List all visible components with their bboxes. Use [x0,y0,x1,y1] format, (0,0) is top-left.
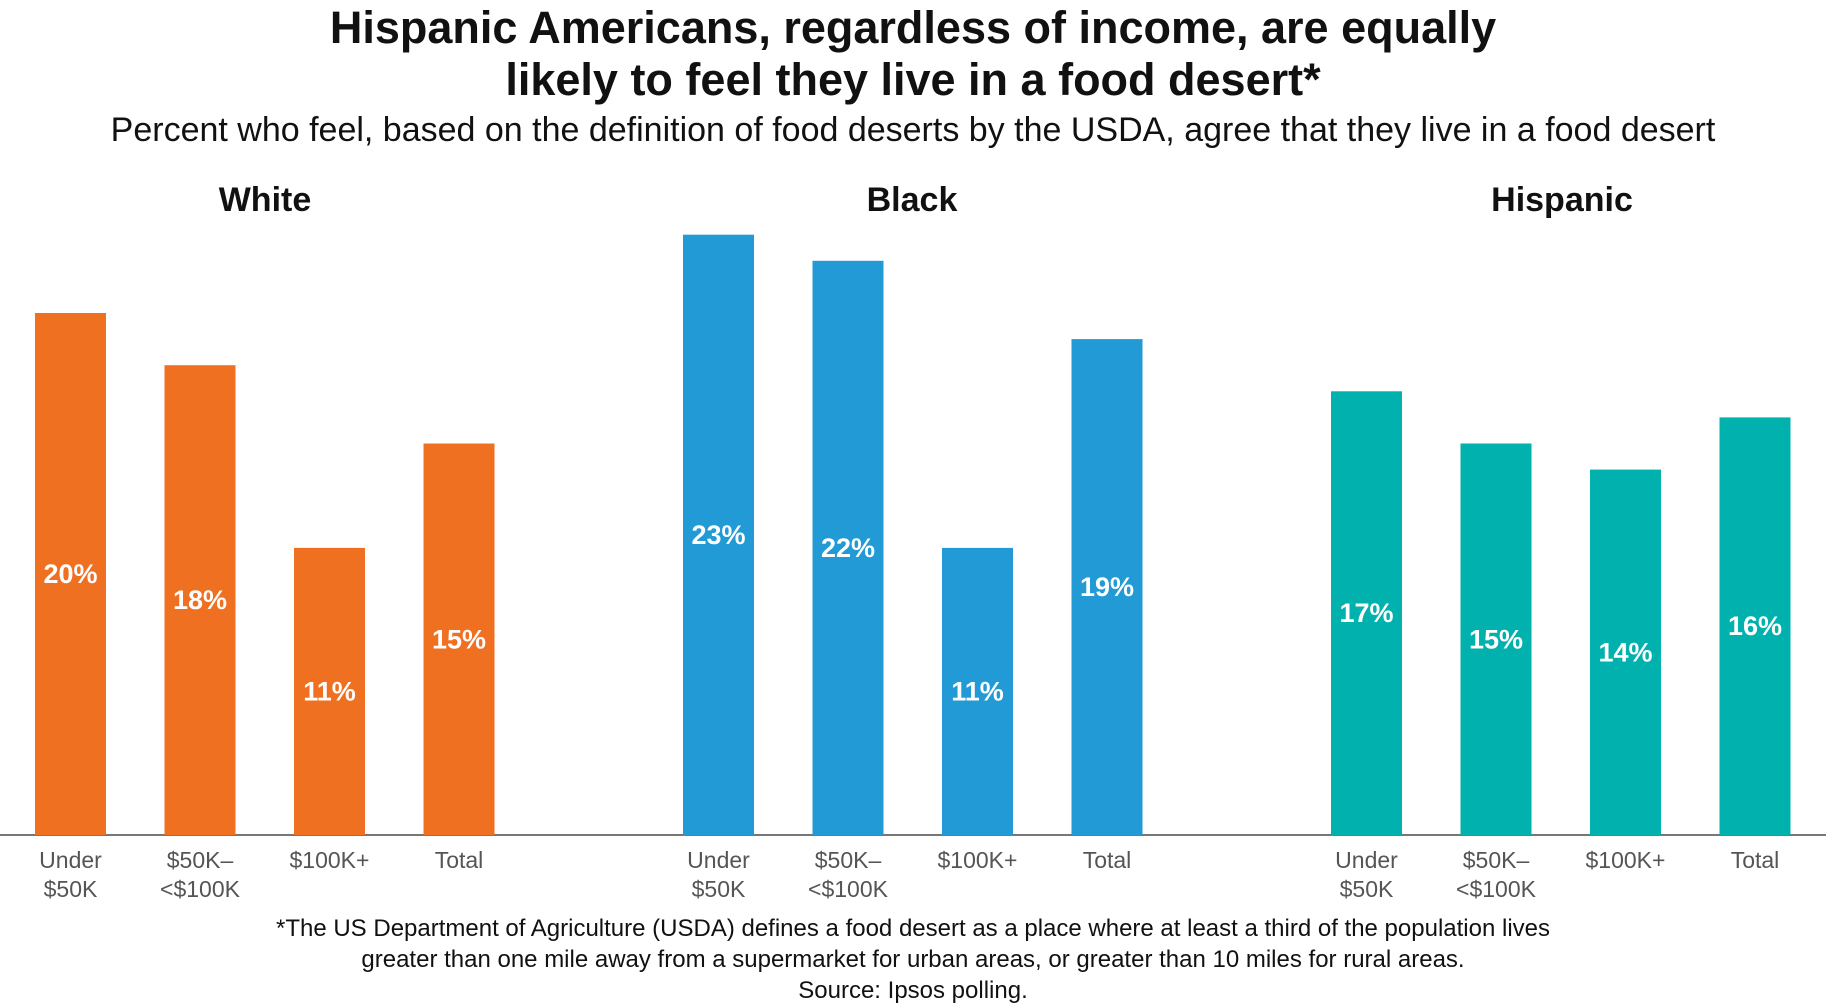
data-label-white-2: 18% [173,585,227,615]
tick-label-hispanic-4: Total [1731,847,1780,873]
tick-label-hispanic-2: $50K– <$100K [1456,847,1537,902]
bar-black-3 [942,547,1013,835]
bar-hispanic-3 [1590,469,1661,835]
bar-hispanic-2 [1460,443,1532,835]
data-label-hispanic-2: 15% [1469,624,1523,654]
tick-label-black-4: Total [1083,847,1132,873]
data-label-black-4: 19% [1080,572,1134,602]
tick-label-black-3: $100K+ [938,847,1018,873]
data-label-hispanic-3: 14% [1598,637,1652,667]
panel-title-black: Black [867,181,958,219]
tick-label-white-4: Total [435,847,484,873]
data-label-white-1: 20% [43,559,97,589]
data-label-hispanic-4: 16% [1728,611,1782,641]
tick-label-hispanic-1: Under $50K [1335,847,1398,902]
footnote-line-1: *The US Department of Agriculture (USDA)… [275,915,1550,942]
tick-label-hispanic-3: $100K+ [1586,847,1666,873]
chart-subtitle: Percent who feel, based on the definitio… [110,111,1716,149]
tick-label-black-2: $50K– <$100K [808,847,889,902]
bar-white-2 [164,365,236,835]
data-label-hispanic-1: 17% [1339,598,1393,628]
bar-white-4 [423,443,495,835]
bar-white-1 [35,313,106,835]
panel-title-white: White [219,181,312,219]
tick-label-black-1: Under $50K [687,847,750,902]
tick-label-white-2: $50K– <$100K [160,847,241,902]
chart-title-line-2: likely to feel they live in a food deser… [505,54,1321,105]
bar-black-4 [1071,339,1143,835]
bar-white-3 [294,547,365,835]
tick-label-white-1: Under $50K [39,847,102,902]
tick-label-white-3: $100K+ [290,847,370,873]
panel-title-hispanic: Hispanic [1491,181,1633,219]
data-label-black-3: 11% [951,676,1004,706]
bar-black-2 [812,260,884,835]
data-label-white-4: 15% [432,624,486,654]
footnote-source: Source: Ipsos polling. [798,977,1028,1004]
chart-title-line-1: Hispanic Americans, regardless of income… [329,2,1497,53]
footnote: *The US Department of Agriculture (USDA)… [0,913,1826,1006]
data-label-black-1: 23% [691,520,745,550]
chart-title: Hispanic Americans, regardless of income… [0,2,1826,106]
data-label-black-2: 22% [821,533,875,563]
data-label-white-3: 11% [303,676,356,706]
bar-hispanic-4 [1719,417,1791,835]
bar-black-1 [683,234,754,835]
bar-hispanic-1 [1331,391,1402,835]
footnote-line-2: greater than one mile away from a superm… [361,946,1465,973]
